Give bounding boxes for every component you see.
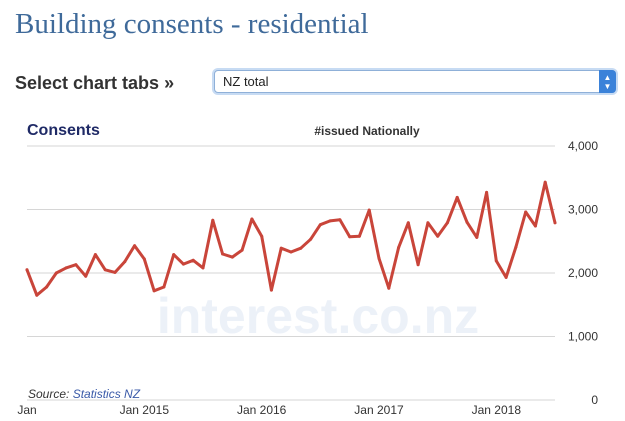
- y-tick-label: 3,000: [568, 203, 598, 217]
- y-tick-label: 2,000: [568, 266, 598, 280]
- data-point: [84, 274, 88, 278]
- data-point: [133, 244, 137, 248]
- data-point: [250, 217, 254, 221]
- data-point: [45, 285, 49, 289]
- data-point: [436, 234, 440, 238]
- data-point: [230, 255, 234, 259]
- data-point: [279, 246, 283, 250]
- watermark: interest.co.nz: [157, 288, 479, 344]
- data-point: [485, 190, 489, 194]
- data-point: [357, 234, 361, 238]
- data-point: [74, 263, 78, 267]
- x-tick-label: Jan 2018: [472, 403, 522, 417]
- data-point: [543, 180, 547, 184]
- chart-source: Source: Statistics NZ: [28, 387, 141, 401]
- data-point: [289, 250, 293, 254]
- data-point: [475, 235, 479, 239]
- chart-tab-select-value: NZ total: [223, 74, 269, 89]
- data-point: [103, 268, 107, 272]
- x-tick-label: Jan: [17, 403, 36, 417]
- data-point: [123, 260, 127, 264]
- data-point: [201, 266, 205, 270]
- data-point: [397, 246, 401, 250]
- data-point: [367, 208, 371, 212]
- data-point: [221, 252, 225, 256]
- data-point: [455, 195, 459, 199]
- data-point: [504, 275, 508, 279]
- chart-subtitle: #issued Nationally: [314, 124, 420, 138]
- data-point: [338, 218, 342, 222]
- data-point: [260, 234, 264, 238]
- data-point: [181, 262, 185, 266]
- data-point: [93, 253, 97, 257]
- source-prefix: Source:: [28, 387, 73, 401]
- data-point: [387, 286, 391, 290]
- y-tick-label: 0: [591, 393, 598, 407]
- chart-title: Consents: [27, 122, 100, 139]
- data-point: [524, 210, 528, 214]
- data-point: [240, 248, 244, 252]
- y-tick-label: 1,000: [568, 330, 598, 344]
- chart-tab-select[interactable]: NZ total ▲ ▼: [214, 70, 616, 93]
- data-point: [514, 245, 518, 249]
- data-point: [416, 263, 420, 267]
- data-point: [318, 223, 322, 227]
- data-point: [426, 221, 430, 225]
- data-point: [299, 246, 303, 250]
- data-point: [211, 218, 215, 222]
- select-arrows-icon: ▲ ▼: [599, 70, 616, 93]
- data-point: [348, 235, 352, 239]
- source-link[interactable]: Statistics NZ: [73, 387, 141, 401]
- data-point: [54, 271, 58, 275]
- data-point: [269, 288, 273, 292]
- data-point: [553, 221, 557, 225]
- data-point: [152, 289, 156, 293]
- data-point: [172, 253, 176, 257]
- data-point: [533, 224, 537, 228]
- x-tick-label: Jan 2015: [120, 403, 170, 417]
- data-point: [113, 270, 117, 274]
- page-title: Building consents - residential: [15, 8, 369, 40]
- data-point: [142, 257, 146, 261]
- data-point: [377, 256, 381, 260]
- data-point: [445, 221, 449, 225]
- data-point: [309, 237, 313, 241]
- data-point: [64, 266, 68, 270]
- data-point: [191, 258, 195, 262]
- data-point: [35, 293, 39, 297]
- chart-tabs-label: Select chart tabs »: [15, 73, 175, 93]
- data-point: [406, 221, 410, 225]
- series-line: [25, 180, 557, 297]
- data-point: [494, 259, 498, 263]
- data-point: [162, 285, 166, 289]
- data-point: [465, 220, 469, 224]
- x-tick-label: Jan 2016: [237, 403, 287, 417]
- data-point: [328, 219, 332, 223]
- y-tick-label: 4,000: [568, 139, 598, 153]
- x-tick-label: Jan 2017: [354, 403, 404, 417]
- data-point: [25, 268, 29, 272]
